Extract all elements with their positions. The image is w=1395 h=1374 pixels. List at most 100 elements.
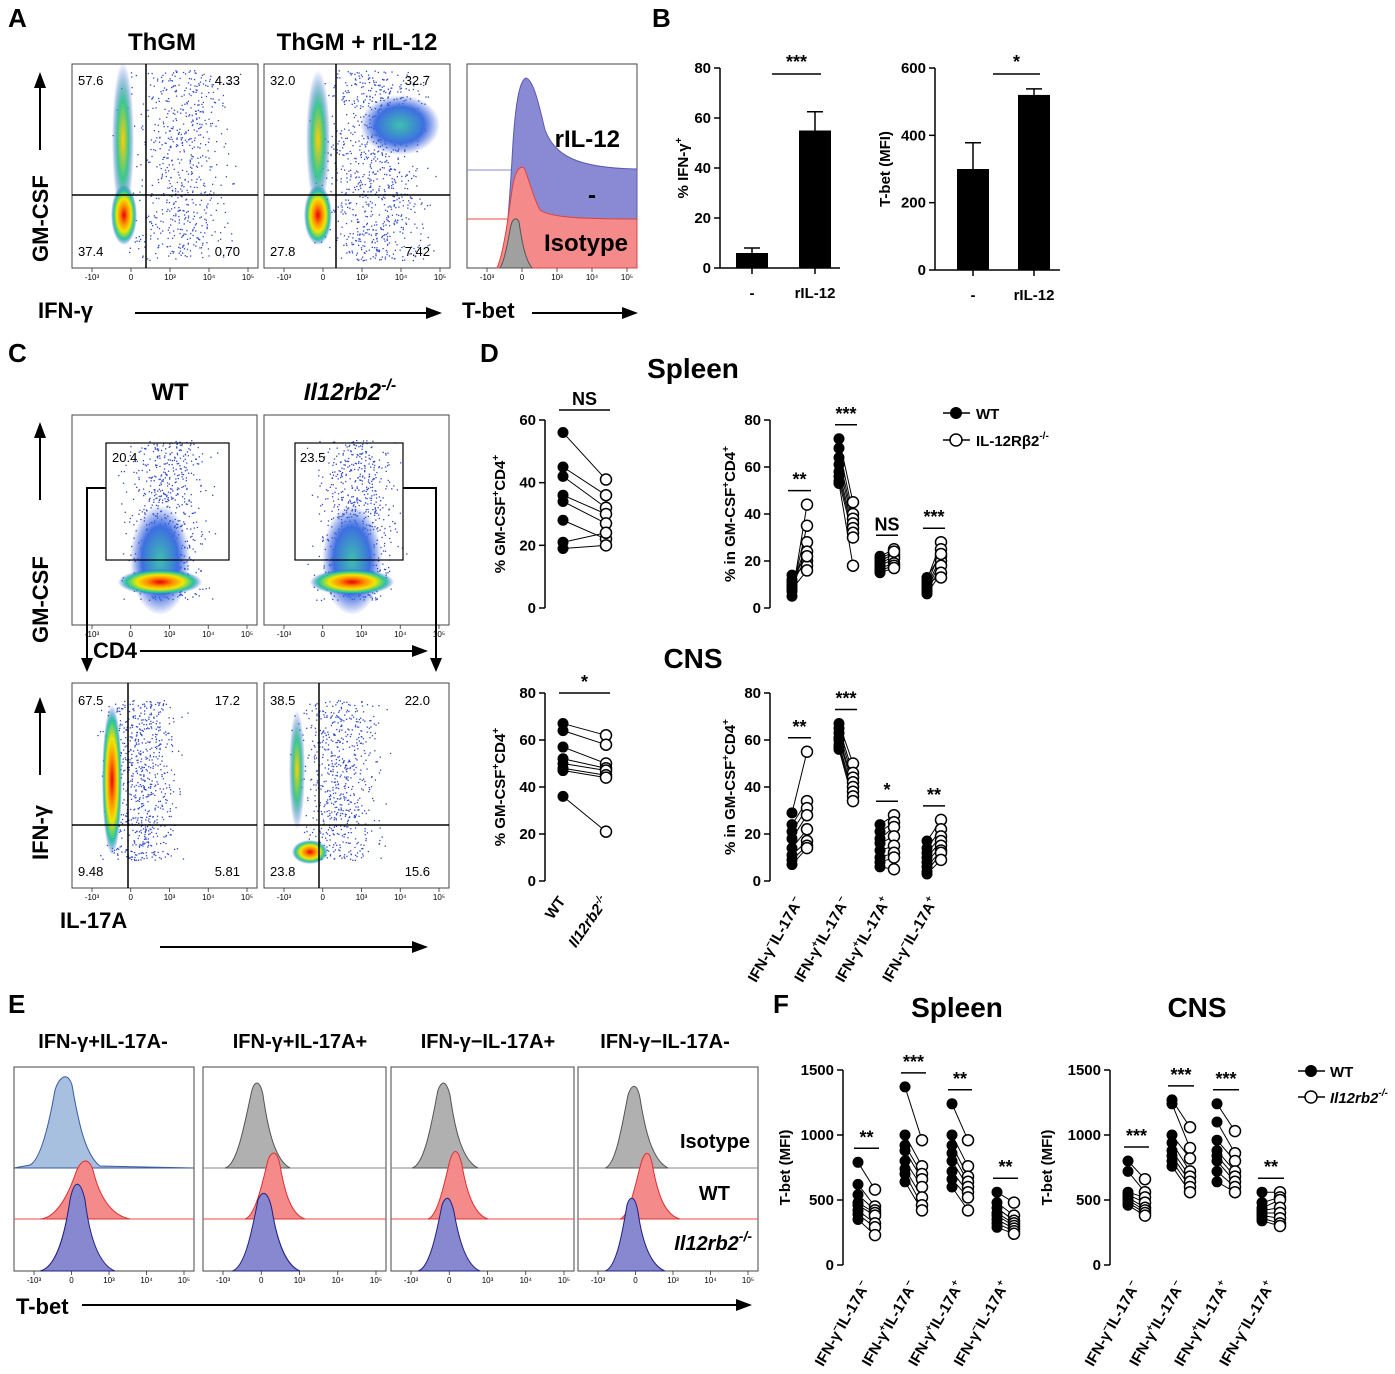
flow-dot <box>159 148 161 150</box>
flow-tick-label: -10³ <box>27 1276 42 1285</box>
pair-line <box>562 432 607 480</box>
pair-line <box>562 475 607 509</box>
flow-dot <box>370 185 372 187</box>
flow-dot <box>141 447 143 449</box>
flow-dot <box>359 473 361 476</box>
flow-dot <box>352 785 354 788</box>
flow-dot <box>192 218 194 220</box>
flow-dot <box>158 97 160 100</box>
flow-dot <box>198 456 200 458</box>
flow-dot <box>189 144 191 147</box>
flow-dot <box>359 778 361 780</box>
flow-dot <box>224 211 226 214</box>
flow-dot <box>187 210 189 213</box>
flow-dot <box>385 452 387 455</box>
flow-dot <box>152 202 154 204</box>
ko-point <box>961 1204 975 1217</box>
flow-dot <box>186 451 189 453</box>
flow-dot <box>166 500 168 503</box>
flow-dot <box>181 471 183 474</box>
flow-dot <box>149 783 152 785</box>
flow-dot <box>384 209 387 211</box>
flow-dot <box>148 95 150 98</box>
flow-dot <box>186 170 188 173</box>
flow-tick-label: 10³ <box>356 273 368 282</box>
flow-dot <box>370 186 372 188</box>
flow-dot <box>159 478 161 480</box>
flow-dot <box>365 741 367 743</box>
flow-dot <box>388 464 390 466</box>
flow-dot <box>412 88 415 91</box>
flow-dot <box>134 797 136 799</box>
flow-dot <box>346 792 348 794</box>
flow-dot <box>198 507 200 509</box>
flow-dot <box>193 146 195 148</box>
flow-dot <box>349 704 351 706</box>
flow-dot <box>331 765 333 767</box>
flow-dot <box>389 205 391 207</box>
flow-dot <box>155 784 157 786</box>
flow-dot <box>160 76 163 78</box>
flow-tick-label: 10⁵ <box>621 273 633 282</box>
flow-dot <box>166 474 168 477</box>
flow-dot <box>353 793 355 795</box>
flow-dot <box>184 139 187 141</box>
flow-dot <box>167 208 169 211</box>
flow-dot <box>144 447 146 450</box>
flow-dot <box>128 857 130 859</box>
flow-dot <box>168 255 170 257</box>
flow-dot <box>375 724 377 726</box>
flow-dot <box>340 233 342 235</box>
flow-dot <box>371 830 373 832</box>
flow-dot <box>134 740 136 742</box>
flow-dot <box>386 465 389 467</box>
flow-dot <box>345 153 347 155</box>
flow-dot <box>167 853 170 856</box>
flow-dot <box>153 149 155 151</box>
flow-dot <box>150 221 152 223</box>
flow-dot <box>371 242 373 244</box>
hist-label-isotype: Isotype <box>544 230 628 257</box>
flow-dot <box>177 133 180 135</box>
flow-dot <box>344 90 347 92</box>
flow-dot <box>155 252 157 255</box>
flow-dot <box>366 158 368 160</box>
flow-dot <box>353 815 356 817</box>
flow-dot <box>388 567 390 569</box>
histogram-a: rIL-12 - Isotype -10³ 0 10³ 10⁴ 10⁵ <box>466 63 638 282</box>
flow-dot <box>179 177 181 179</box>
flow-dot <box>198 134 200 136</box>
flow-dot <box>159 857 161 859</box>
flow-dot <box>383 519 385 521</box>
flow-dot <box>354 157 356 159</box>
flow-dot <box>358 163 360 165</box>
axis-label-ifng-c: IFN-γ <box>28 804 53 860</box>
flow-dot <box>322 537 324 539</box>
flow-dot <box>361 458 363 460</box>
flow-dot <box>191 141 193 143</box>
flow-dot <box>207 203 209 205</box>
flow-dot <box>310 779 312 781</box>
flow-dot <box>140 859 142 861</box>
flow-dot <box>378 214 380 216</box>
flow-dot <box>355 170 358 172</box>
flow-dot <box>365 839 367 842</box>
flow-dot <box>334 842 337 844</box>
flow-dot <box>315 789 317 791</box>
flow-dot <box>160 825 162 827</box>
flow-dot <box>332 846 334 848</box>
flow-dot <box>352 214 354 216</box>
flow-dot <box>131 850 133 853</box>
y-tick-label: 1500 <box>801 1062 834 1079</box>
flow-dot <box>362 86 364 88</box>
flow-dot <box>360 105 362 107</box>
flow-dot <box>346 238 348 241</box>
flow-dot <box>149 259 151 261</box>
flow-dot <box>340 706 342 708</box>
flow-dot <box>370 502 372 505</box>
flow-dot <box>168 110 170 112</box>
flow-dot <box>148 723 151 725</box>
flow-dot <box>141 769 144 771</box>
flow-dot <box>184 501 186 503</box>
flow-dot <box>168 80 170 82</box>
